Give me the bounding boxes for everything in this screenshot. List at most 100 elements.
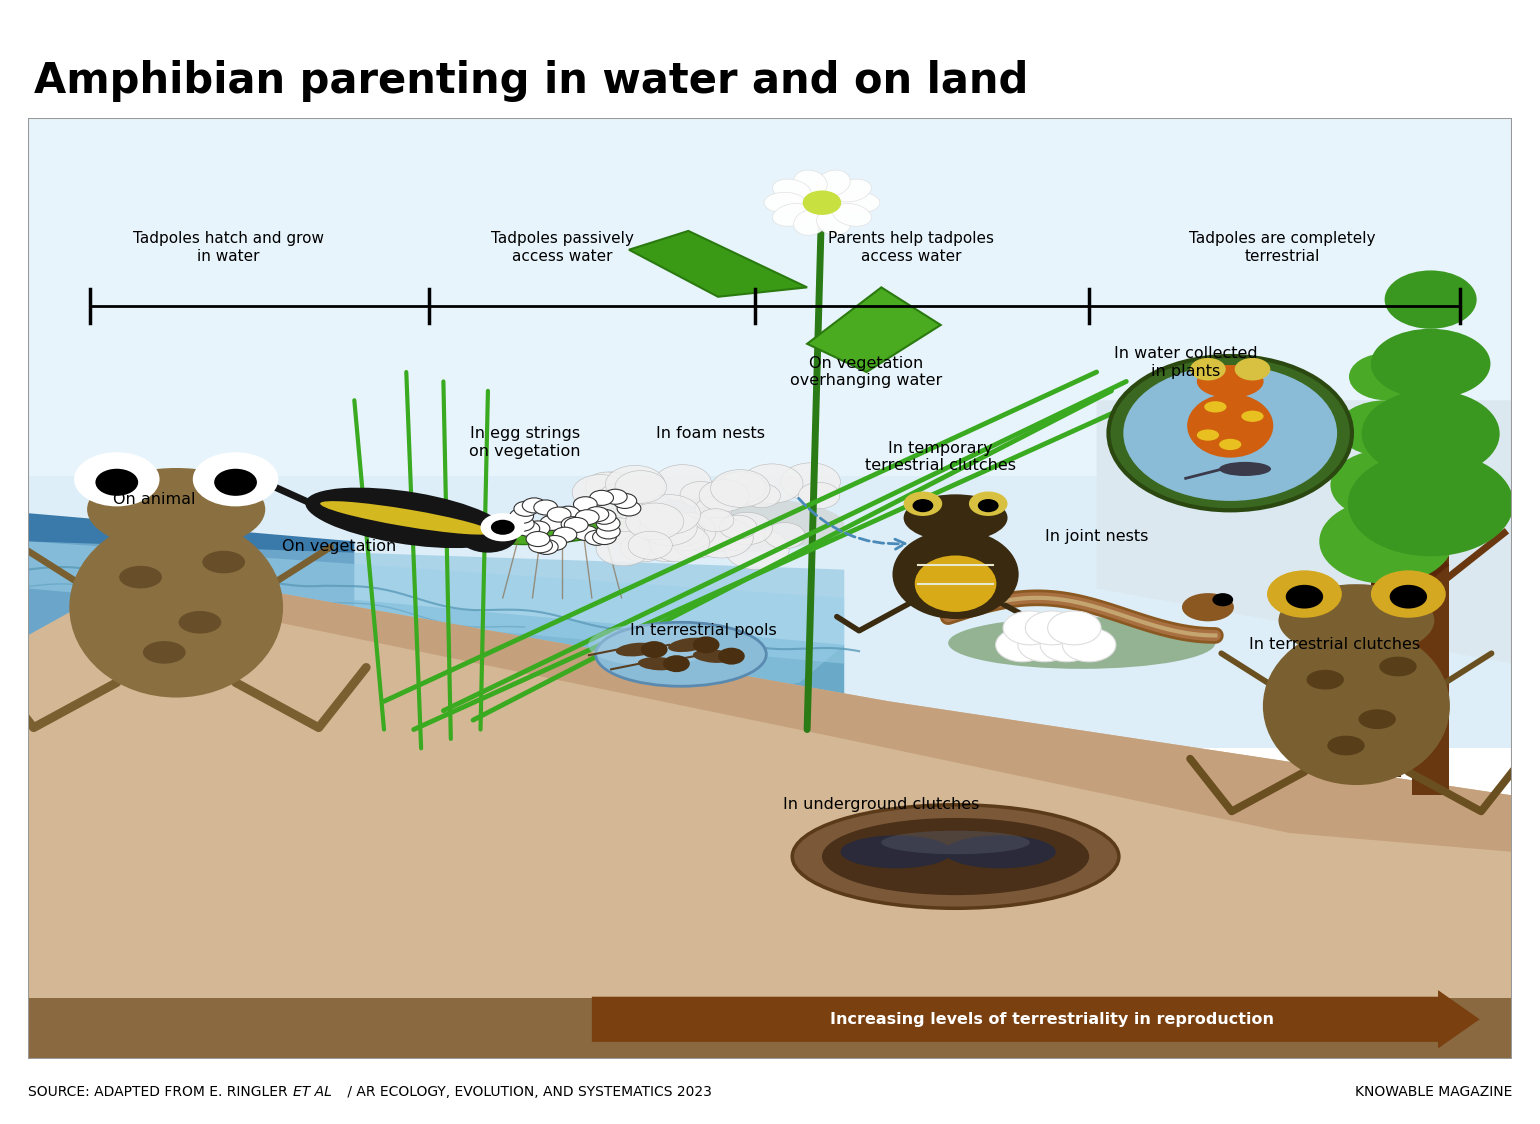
Polygon shape	[28, 514, 354, 1059]
Text: / AR ECOLOGY, EVOLUTION, AND SYSTEMATICS 2023: / AR ECOLOGY, EVOLUTION, AND SYSTEMATICS…	[343, 1085, 713, 1099]
Circle shape	[1389, 584, 1428, 608]
Text: KNOWABLE MAGAZINE: KNOWABLE MAGAZINE	[1355, 1085, 1512, 1099]
Ellipse shape	[596, 623, 767, 687]
Circle shape	[542, 535, 567, 551]
Ellipse shape	[881, 831, 1030, 854]
Circle shape	[510, 508, 533, 524]
Circle shape	[653, 515, 705, 547]
Circle shape	[628, 532, 673, 560]
Circle shape	[516, 522, 539, 536]
Text: Amphibian parenting in water and on land: Amphibian parenting in water and on land	[34, 60, 1029, 102]
Circle shape	[611, 481, 650, 506]
Circle shape	[74, 452, 160, 507]
Ellipse shape	[1278, 584, 1434, 656]
Circle shape	[648, 523, 710, 562]
Circle shape	[1040, 628, 1093, 662]
Circle shape	[527, 520, 550, 536]
Circle shape	[214, 469, 257, 496]
Circle shape	[716, 527, 753, 551]
Bar	[28, 118, 1512, 749]
Ellipse shape	[838, 192, 879, 214]
Ellipse shape	[1306, 670, 1344, 689]
Circle shape	[528, 537, 553, 553]
Circle shape	[695, 497, 733, 520]
Circle shape	[1123, 365, 1337, 501]
Ellipse shape	[69, 517, 283, 698]
Ellipse shape	[1380, 656, 1417, 677]
Ellipse shape	[1241, 410, 1264, 422]
Circle shape	[585, 507, 608, 522]
Circle shape	[721, 513, 773, 545]
Circle shape	[522, 498, 547, 513]
Ellipse shape	[588, 624, 715, 667]
Ellipse shape	[764, 192, 805, 214]
Ellipse shape	[1361, 390, 1500, 478]
Circle shape	[573, 497, 598, 511]
Text: Tadpoles are completely
terrestrial: Tadpoles are completely terrestrial	[1189, 232, 1375, 264]
Text: ET AL: ET AL	[293, 1085, 331, 1099]
Ellipse shape	[638, 658, 679, 670]
Circle shape	[1190, 357, 1226, 381]
Ellipse shape	[1327, 735, 1364, 755]
Text: In egg strings
on vegetation: In egg strings on vegetation	[470, 426, 581, 459]
Circle shape	[969, 491, 1007, 516]
Text: SOURCE: ADAPTED FROM E. RINGLER: SOURCE: ADAPTED FROM E. RINGLER	[28, 1085, 291, 1099]
Circle shape	[671, 526, 722, 558]
Bar	[28, 118, 1512, 475]
Circle shape	[573, 474, 628, 510]
Circle shape	[614, 513, 665, 545]
Circle shape	[607, 515, 653, 545]
Circle shape	[699, 480, 750, 511]
Circle shape	[978, 499, 998, 513]
Ellipse shape	[496, 519, 628, 544]
Circle shape	[781, 463, 841, 500]
Text: Tadpoles passively
access water: Tadpoles passively access water	[491, 232, 633, 264]
Circle shape	[996, 628, 1049, 662]
Circle shape	[638, 495, 701, 534]
Ellipse shape	[1331, 450, 1441, 520]
Circle shape	[480, 514, 525, 542]
Ellipse shape	[773, 179, 812, 202]
Ellipse shape	[143, 641, 186, 663]
Circle shape	[541, 515, 564, 531]
Ellipse shape	[841, 835, 952, 869]
Ellipse shape	[668, 637, 708, 652]
Circle shape	[527, 532, 550, 546]
Ellipse shape	[202, 551, 245, 573]
Circle shape	[534, 540, 557, 554]
Circle shape	[656, 513, 716, 551]
Text: In temporary
terrestrial clutches: In temporary terrestrial clutches	[865, 441, 1016, 473]
Ellipse shape	[119, 565, 162, 589]
Text: On vegetation
overhanging water: On vegetation overhanging water	[790, 356, 942, 388]
Ellipse shape	[816, 170, 850, 196]
Text: In water collected
in plants: In water collected in plants	[1113, 346, 1258, 379]
Circle shape	[681, 481, 722, 508]
Ellipse shape	[1348, 451, 1514, 556]
Ellipse shape	[1220, 438, 1241, 450]
Bar	[1412, 504, 1449, 796]
Circle shape	[614, 471, 667, 504]
Ellipse shape	[179, 611, 222, 634]
Circle shape	[613, 493, 636, 508]
Polygon shape	[28, 570, 844, 1059]
Circle shape	[688, 517, 753, 558]
Ellipse shape	[833, 179, 872, 202]
Circle shape	[1018, 628, 1072, 662]
Ellipse shape	[822, 818, 1089, 895]
Bar	[1371, 542, 1401, 777]
Circle shape	[547, 507, 571, 522]
Bar	[28, 998, 1512, 1059]
Circle shape	[654, 464, 711, 501]
Circle shape	[693, 636, 719, 653]
Circle shape	[561, 517, 585, 532]
Circle shape	[764, 523, 805, 549]
Ellipse shape	[944, 835, 1056, 869]
Circle shape	[585, 472, 639, 506]
Ellipse shape	[616, 643, 658, 656]
Ellipse shape	[1371, 328, 1491, 399]
Circle shape	[1286, 584, 1323, 608]
Circle shape	[713, 473, 752, 497]
FancyArrow shape	[591, 990, 1480, 1049]
Polygon shape	[28, 542, 844, 701]
Text: In terrestrial pools: In terrestrial pools	[630, 623, 776, 638]
